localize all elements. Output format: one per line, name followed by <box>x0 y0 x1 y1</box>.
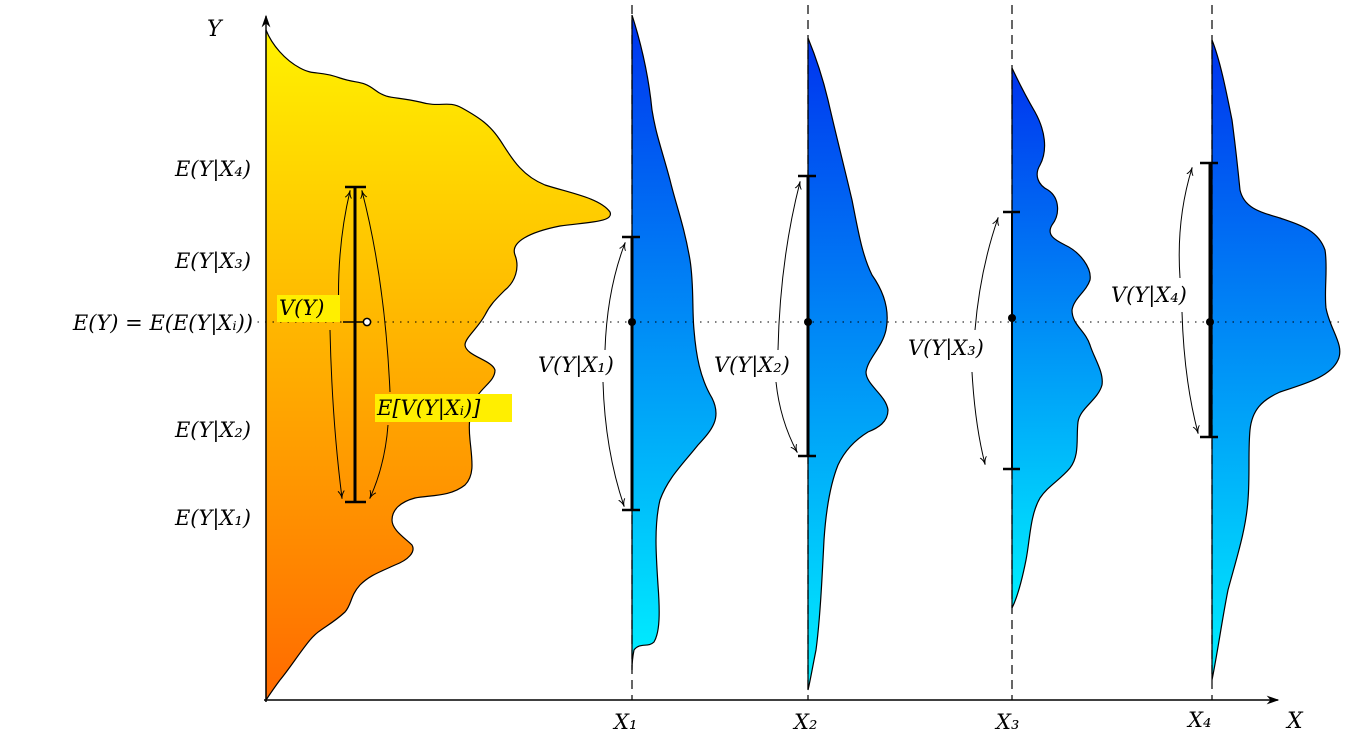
vy-interval <box>329 185 391 504</box>
x-tick-x4: X₄ <box>1186 708 1211 732</box>
cond-interval-x3 <box>971 210 1020 471</box>
x-tick-x2: X₂ <box>792 710 817 734</box>
conditional-density-x3 <box>1011 67 1103 609</box>
x-axis-label: X <box>1285 709 1304 734</box>
conditional-density-x2 <box>807 37 889 691</box>
ev-highlight <box>375 394 512 422</box>
vy-highlight <box>277 295 340 322</box>
v-label-x4: V(Y|X₄) <box>1111 283 1187 308</box>
vy-label: V(Y) <box>279 296 324 320</box>
conditional-density-x1 <box>631 14 717 671</box>
ev-label: E[V(Y|Xᵢ)] <box>376 396 481 421</box>
cond-interval-x2 <box>775 174 816 458</box>
cond-interval-x4 <box>1178 161 1218 439</box>
cond-interval-x1 <box>602 235 640 512</box>
y-tick-e3: E(Y|X₃) <box>174 249 251 274</box>
y-tick-e4: E(Y|X₄) <box>174 157 251 182</box>
conditional-density-x4 <box>1211 39 1341 681</box>
y-tick-ey: E(Y) = E(E(Y|Xᵢ)) <box>72 311 253 336</box>
marginal-density-y <box>265 29 611 702</box>
y-axis-label: Y <box>207 17 224 42</box>
v-label-x3: V(Y|X₃) <box>908 336 984 361</box>
y-tick-e1: E(Y|X₁) <box>174 506 251 531</box>
x-tick-x3: X₃ <box>994 710 1019 734</box>
x-tick-x1: X₁ <box>612 710 637 734</box>
v-label-x1: V(Y|X₁) <box>538 353 614 378</box>
v-label-x2: V(Y|X₂) <box>714 353 790 378</box>
y-tick-e2: E(Y|X₂) <box>174 418 251 443</box>
